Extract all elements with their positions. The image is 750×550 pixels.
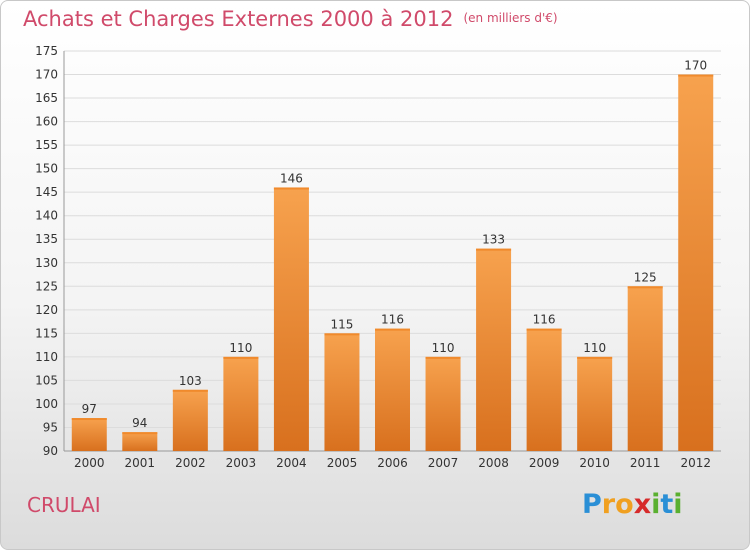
value-label-2012: 170 xyxy=(684,59,707,73)
logo-letter: P xyxy=(582,489,602,520)
logo-letter: o xyxy=(615,489,634,520)
value-label-2006: 116 xyxy=(381,313,404,327)
proxiti-logo: Proxiti xyxy=(582,489,683,520)
bar-top-2001 xyxy=(122,432,158,435)
logo-letter: r xyxy=(601,489,616,520)
bar-2000 xyxy=(71,418,107,451)
logo-letter: t xyxy=(660,489,674,520)
y-tick-label: 145 xyxy=(35,185,58,199)
bar-top-2010 xyxy=(577,356,613,359)
bar-top-2003 xyxy=(223,356,259,359)
bar-2003 xyxy=(223,356,259,451)
bar-2001 xyxy=(122,432,158,451)
value-label-2007: 110 xyxy=(432,341,455,355)
x-tick-label-2000: 2000 xyxy=(74,456,105,470)
value-label-2000: 97 xyxy=(82,402,97,416)
y-tick-label: 95 xyxy=(43,420,58,434)
bar-top-2007 xyxy=(425,356,461,359)
value-label-2001: 94 xyxy=(132,416,147,430)
bar-top-2005 xyxy=(324,333,360,336)
y-tick-label: 155 xyxy=(35,138,58,152)
logo-letter: i xyxy=(651,489,661,520)
y-tick-label: 165 xyxy=(35,91,58,105)
bar-2004 xyxy=(273,187,309,451)
chart-title-block: Achats et Charges Externes 2000 à 2012 (e… xyxy=(23,7,558,31)
bar-2007 xyxy=(425,356,461,451)
y-tick-label: 100 xyxy=(35,397,58,411)
x-tick-label-2010: 2010 xyxy=(579,456,610,470)
x-tick-label-2001: 2001 xyxy=(125,456,156,470)
x-tick-label-2004: 2004 xyxy=(276,456,307,470)
y-tick-label: 90 xyxy=(43,444,58,458)
bar-2012 xyxy=(678,74,714,451)
y-tick-label: 115 xyxy=(35,326,58,340)
bar-top-2002 xyxy=(172,389,208,392)
y-tick-label: 170 xyxy=(35,68,58,82)
y-tick-label: 150 xyxy=(35,162,58,176)
y-tick-label: 175 xyxy=(35,44,58,58)
y-tick-label: 140 xyxy=(35,209,58,223)
x-tick-label-2012: 2012 xyxy=(680,456,711,470)
value-label-2008: 133 xyxy=(482,233,505,247)
y-tick-label: 160 xyxy=(35,115,58,129)
x-tick-label-2009: 2009 xyxy=(529,456,560,470)
y-tick-label: 120 xyxy=(35,303,58,317)
chart-subtitle: (en milliers d'€) xyxy=(463,11,558,25)
bar-2006 xyxy=(375,328,410,451)
bar-2009 xyxy=(526,328,562,451)
bar-2011 xyxy=(627,286,663,451)
bar-2010 xyxy=(577,356,613,451)
y-tick-label: 110 xyxy=(35,350,58,364)
x-tick-label-2006: 2006 xyxy=(377,456,408,470)
value-label-2002: 103 xyxy=(179,374,202,388)
x-tick-label-2005: 2005 xyxy=(327,456,358,470)
value-label-2011: 125 xyxy=(634,270,657,284)
value-label-2003: 110 xyxy=(229,341,252,355)
x-tick-label-2002: 2002 xyxy=(175,456,206,470)
bar-top-2012 xyxy=(678,74,714,77)
x-tick-label-2007: 2007 xyxy=(428,456,459,470)
bar-top-2004 xyxy=(273,187,309,190)
bar-2005 xyxy=(324,333,360,451)
value-label-2005: 115 xyxy=(331,317,354,331)
bar-2008 xyxy=(476,248,512,451)
bar-top-2008 xyxy=(476,248,512,251)
chart-title: Achats et Charges Externes 2000 à 2012 xyxy=(23,7,454,31)
value-label-2009: 116 xyxy=(533,313,556,327)
logo-letter: i xyxy=(673,489,683,520)
bar-top-2006 xyxy=(375,328,410,331)
x-tick-label-2011: 2011 xyxy=(630,456,661,470)
bar-top-2011 xyxy=(627,286,663,289)
x-tick-label-2008: 2008 xyxy=(478,456,509,470)
bar-top-2009 xyxy=(526,328,562,331)
y-tick-label: 125 xyxy=(35,279,58,293)
value-label-2004: 146 xyxy=(280,171,303,185)
y-tick-label: 105 xyxy=(35,373,58,387)
commune-name: CRULAI xyxy=(27,493,101,517)
x-tick-label-2003: 2003 xyxy=(226,456,257,470)
value-label-2010: 110 xyxy=(583,341,606,355)
bar-top-2000 xyxy=(71,418,107,421)
y-tick-label: 130 xyxy=(35,256,58,270)
y-tick-label: 135 xyxy=(35,232,58,246)
bar-2002 xyxy=(172,389,208,451)
logo-letter: x xyxy=(633,489,652,520)
